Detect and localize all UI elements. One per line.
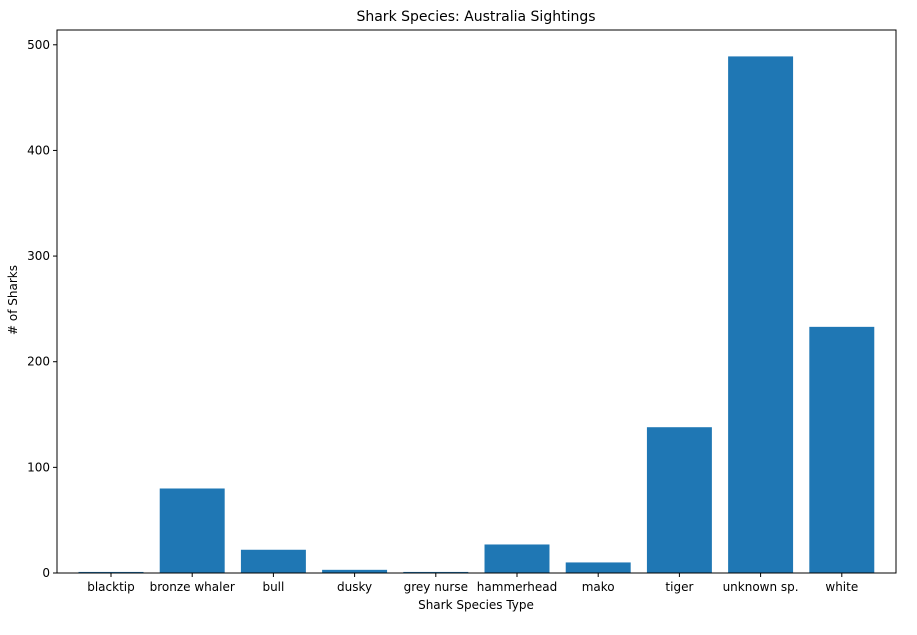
x-tick-label: dusky	[337, 580, 372, 594]
bar-hammerhead	[484, 544, 550, 573]
y-axis: 0 100 200 300 400 500	[27, 38, 57, 580]
x-tick-label: grey nurse	[404, 580, 468, 594]
bar-mako	[565, 562, 631, 573]
x-axis-label: Shark Species Type	[418, 598, 534, 612]
x-tick-label: blacktip	[87, 580, 135, 594]
y-tick-label: 0	[42, 566, 50, 580]
bar-white	[809, 326, 875, 573]
bar-bronze-whaler	[159, 488, 225, 573]
x-tick-label: mako	[582, 580, 615, 594]
bar-grey-nurse	[403, 571, 469, 573]
x-axis: blacktip bronze whaler bull dusky grey nurse…	[87, 573, 858, 594]
bar-tiger	[646, 427, 712, 573]
x-tick-label: hammerhead	[477, 580, 557, 594]
bar-dusky	[322, 569, 388, 573]
x-tick-label: unknown sp.	[723, 580, 799, 594]
x-tick-label: tiger	[665, 580, 693, 594]
y-tick-label: 200	[27, 355, 50, 369]
bars-group	[78, 56, 875, 574]
y-axis-label: # of Sharks	[6, 265, 20, 335]
y-tick-label: 400	[27, 143, 50, 157]
y-tick-label: 300	[27, 249, 50, 263]
bar-blacktip	[78, 571, 144, 573]
y-tick-label: 100	[27, 460, 50, 474]
y-tick-label: 500	[27, 38, 50, 52]
x-tick-label: bull	[262, 580, 284, 594]
x-tick-label: bronze whaler	[150, 580, 235, 594]
plot-frame	[56, 29, 897, 574]
chart-title: Shark Species: Australia Sightings	[356, 9, 595, 25]
x-tick-label: white	[825, 580, 858, 594]
bar-unknown-sp	[728, 56, 794, 574]
bar-bull	[240, 549, 306, 573]
